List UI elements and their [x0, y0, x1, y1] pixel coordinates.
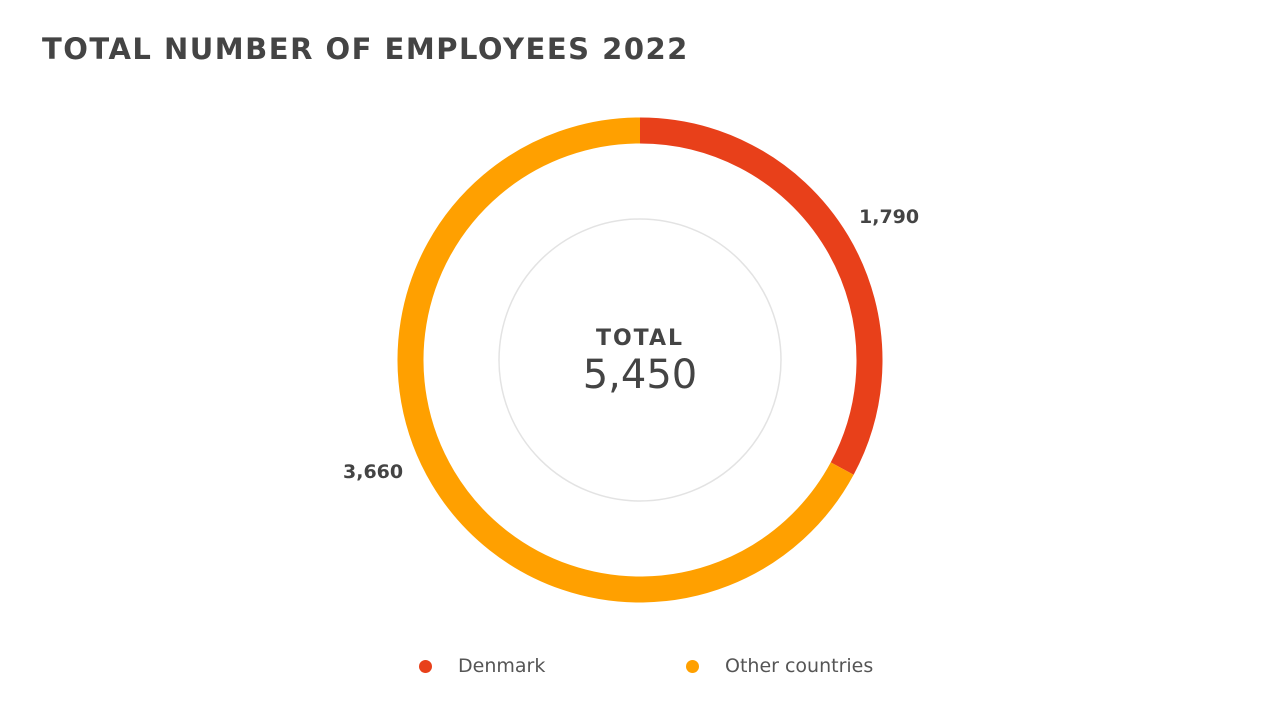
center-total-value: 5,450 — [582, 352, 698, 398]
legend-dot-other-countries-icon — [686, 659, 699, 673]
data-label-other-countries: 3,660 — [343, 461, 404, 483]
donut-slice-other-countries — [397, 117, 854, 603]
legend-dot-denmark-icon — [419, 659, 432, 673]
chart-title: TOTAL NUMBER OF EMPLOYEES 2022 — [42, 32, 689, 66]
inner-guide-circle — [498, 218, 782, 502]
legend-label-other-countries: Other countries — [725, 655, 874, 677]
legend-label-denmark: Denmark — [458, 655, 546, 677]
legend-item-denmark: Denmark — [419, 655, 545, 677]
center-total-label: TOTAL — [595, 326, 685, 351]
legend-item-other-countries: Other countries — [686, 655, 873, 677]
donut-slice-denmark — [639, 117, 883, 475]
data-label-denmark: 1,790 — [859, 206, 920, 228]
